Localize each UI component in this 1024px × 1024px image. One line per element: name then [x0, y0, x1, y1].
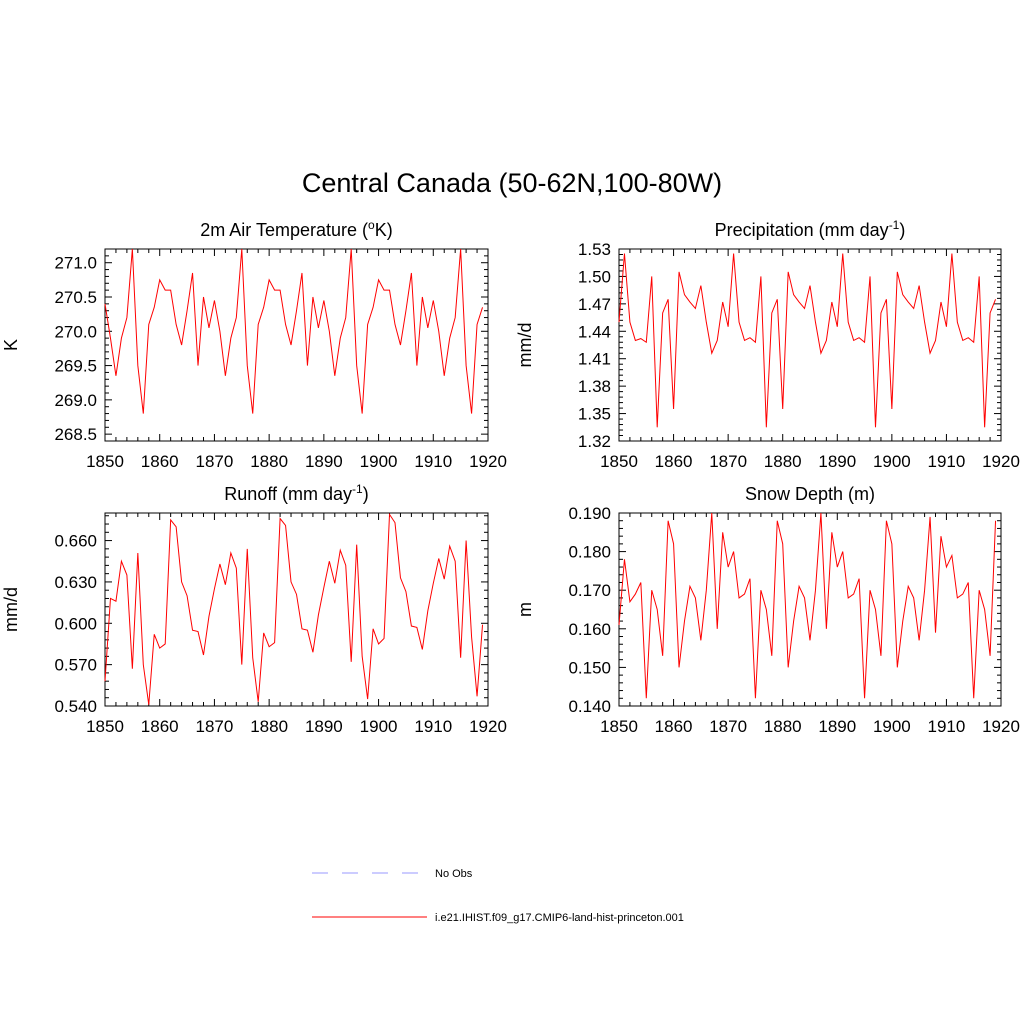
x-tick-label: 1910 [928, 452, 966, 471]
plot-frame [104, 512, 489, 707]
x-tick-label: 1880 [764, 452, 802, 471]
y-tick-label: 1.53 [578, 240, 611, 259]
x-tick-label: 1870 [709, 717, 747, 736]
series-line-model [104, 248, 484, 414]
x-tick-label: 1920 [982, 717, 1020, 736]
y-tick-label: 0.140 [568, 697, 611, 716]
y-tick-label: 0.600 [54, 614, 97, 633]
series-line-model [104, 512, 484, 705]
series-line-model [618, 512, 997, 699]
y-tick-label: 0.160 [568, 620, 611, 639]
legend-label-obs: No Obs [435, 868, 473, 880]
y-tick-label: 269.0 [54, 391, 97, 410]
x-tick-label: 1900 [873, 452, 911, 471]
x-tick-label: 1870 [709, 452, 747, 471]
y-tick-label: 0.180 [568, 543, 611, 562]
y-tick-label: 0.150 [568, 658, 611, 677]
x-tick-label: 1860 [141, 452, 179, 471]
panel-snow-depth: 1850 1860 1870 1880 1890 1900 1910 1920 0.140 0.1… [515, 484, 1020, 736]
y-tick-label: 269.5 [54, 357, 97, 376]
x-tick-label: 1910 [414, 717, 452, 736]
panel-runoff: 1850 1860 1870 1880 1890 1900 1910 1920 0.540 0.5… [1, 482, 507, 736]
x-tick-label: 1880 [250, 717, 288, 736]
x-tick-label: 1900 [360, 452, 398, 471]
x-tick-label: 1890 [305, 452, 343, 471]
x-tick-label: 1870 [196, 452, 234, 471]
series-line-model [618, 253, 997, 428]
y-tick-label: 0.170 [568, 581, 611, 600]
y-tick-label: 0.570 [54, 656, 97, 675]
y-axis-label: K [1, 339, 21, 351]
figure-title: Central Canada (50-62N,100-80W) [301, 168, 723, 198]
x-tick-label: 1920 [469, 452, 507, 471]
x-tick-label: 1850 [86, 717, 124, 736]
y-tick-label: 268.5 [54, 425, 97, 444]
panel-title: Snow Depth (m) [745, 484, 875, 504]
y-tick-label: 0.190 [568, 504, 611, 523]
x-tick-label: 1860 [141, 717, 179, 736]
x-tick-label: 1860 [655, 452, 693, 471]
y-tick-label: 270.5 [54, 288, 97, 307]
y-tick-label: 1.44 [578, 322, 611, 341]
plot-frame [618, 512, 1002, 707]
y-axis-label: mm/d [515, 323, 535, 368]
x-tick-label: 1890 [818, 717, 856, 736]
y-tick-label: 1.32 [578, 432, 611, 451]
x-tick-label: 1890 [818, 452, 856, 471]
y-tick-label: 0.540 [54, 697, 97, 716]
y-axis-label: mm/d [1, 587, 21, 632]
y-tick-label: 1.41 [578, 350, 611, 369]
x-tick-label: 1920 [982, 452, 1020, 471]
x-tick-label: 1870 [196, 717, 234, 736]
legend: No Obs i.e21.IHIST.f09_g17.CMIP6-land-his… [312, 868, 684, 924]
x-tick-label: 1910 [928, 717, 966, 736]
x-tick-label: 1850 [600, 452, 638, 471]
y-axis-label: m [515, 602, 535, 617]
y-tick-label: 1.50 [578, 267, 611, 286]
x-tick-label: 1880 [250, 452, 288, 471]
panel-title: Precipitation (mm day-1) [715, 218, 906, 240]
panel-temperature: 1850 1860 1870 1880 1890 1900 1910 1920 268.5 269… [1, 218, 507, 471]
y-tick-label: 0.630 [54, 573, 97, 592]
y-tick-label: 1.47 [578, 295, 611, 314]
x-tick-label: 1850 [86, 452, 124, 471]
x-tick-label: 1910 [414, 452, 452, 471]
y-tick-label: 0.660 [54, 532, 97, 551]
x-tick-label: 1860 [655, 717, 693, 736]
panel-precipitation: 1850 1860 1870 1880 1890 1900 1910 1920 1.32 1.35… [515, 218, 1020, 471]
x-tick-label: 1850 [600, 717, 638, 736]
y-tick-label: 270.0 [54, 322, 97, 341]
y-tick-label: 1.35 [578, 405, 611, 424]
x-tick-label: 1920 [469, 717, 507, 736]
panel-title: 2m Air Temperature (oK) [200, 218, 392, 240]
plot-frame [104, 248, 489, 442]
x-tick-label: 1900 [873, 717, 911, 736]
plot-frame [618, 248, 1002, 442]
x-tick-label: 1890 [305, 717, 343, 736]
legend-label-model: i.e21.IHIST.f09_g17.CMIP6-land-hist-prin… [435, 912, 684, 924]
y-tick-label: 271.0 [54, 254, 97, 273]
y-tick-label: 1.38 [578, 377, 611, 396]
x-tick-label: 1880 [764, 717, 802, 736]
panel-title: Runoff (mm day-1) [224, 482, 368, 504]
x-tick-label: 1900 [360, 717, 398, 736]
